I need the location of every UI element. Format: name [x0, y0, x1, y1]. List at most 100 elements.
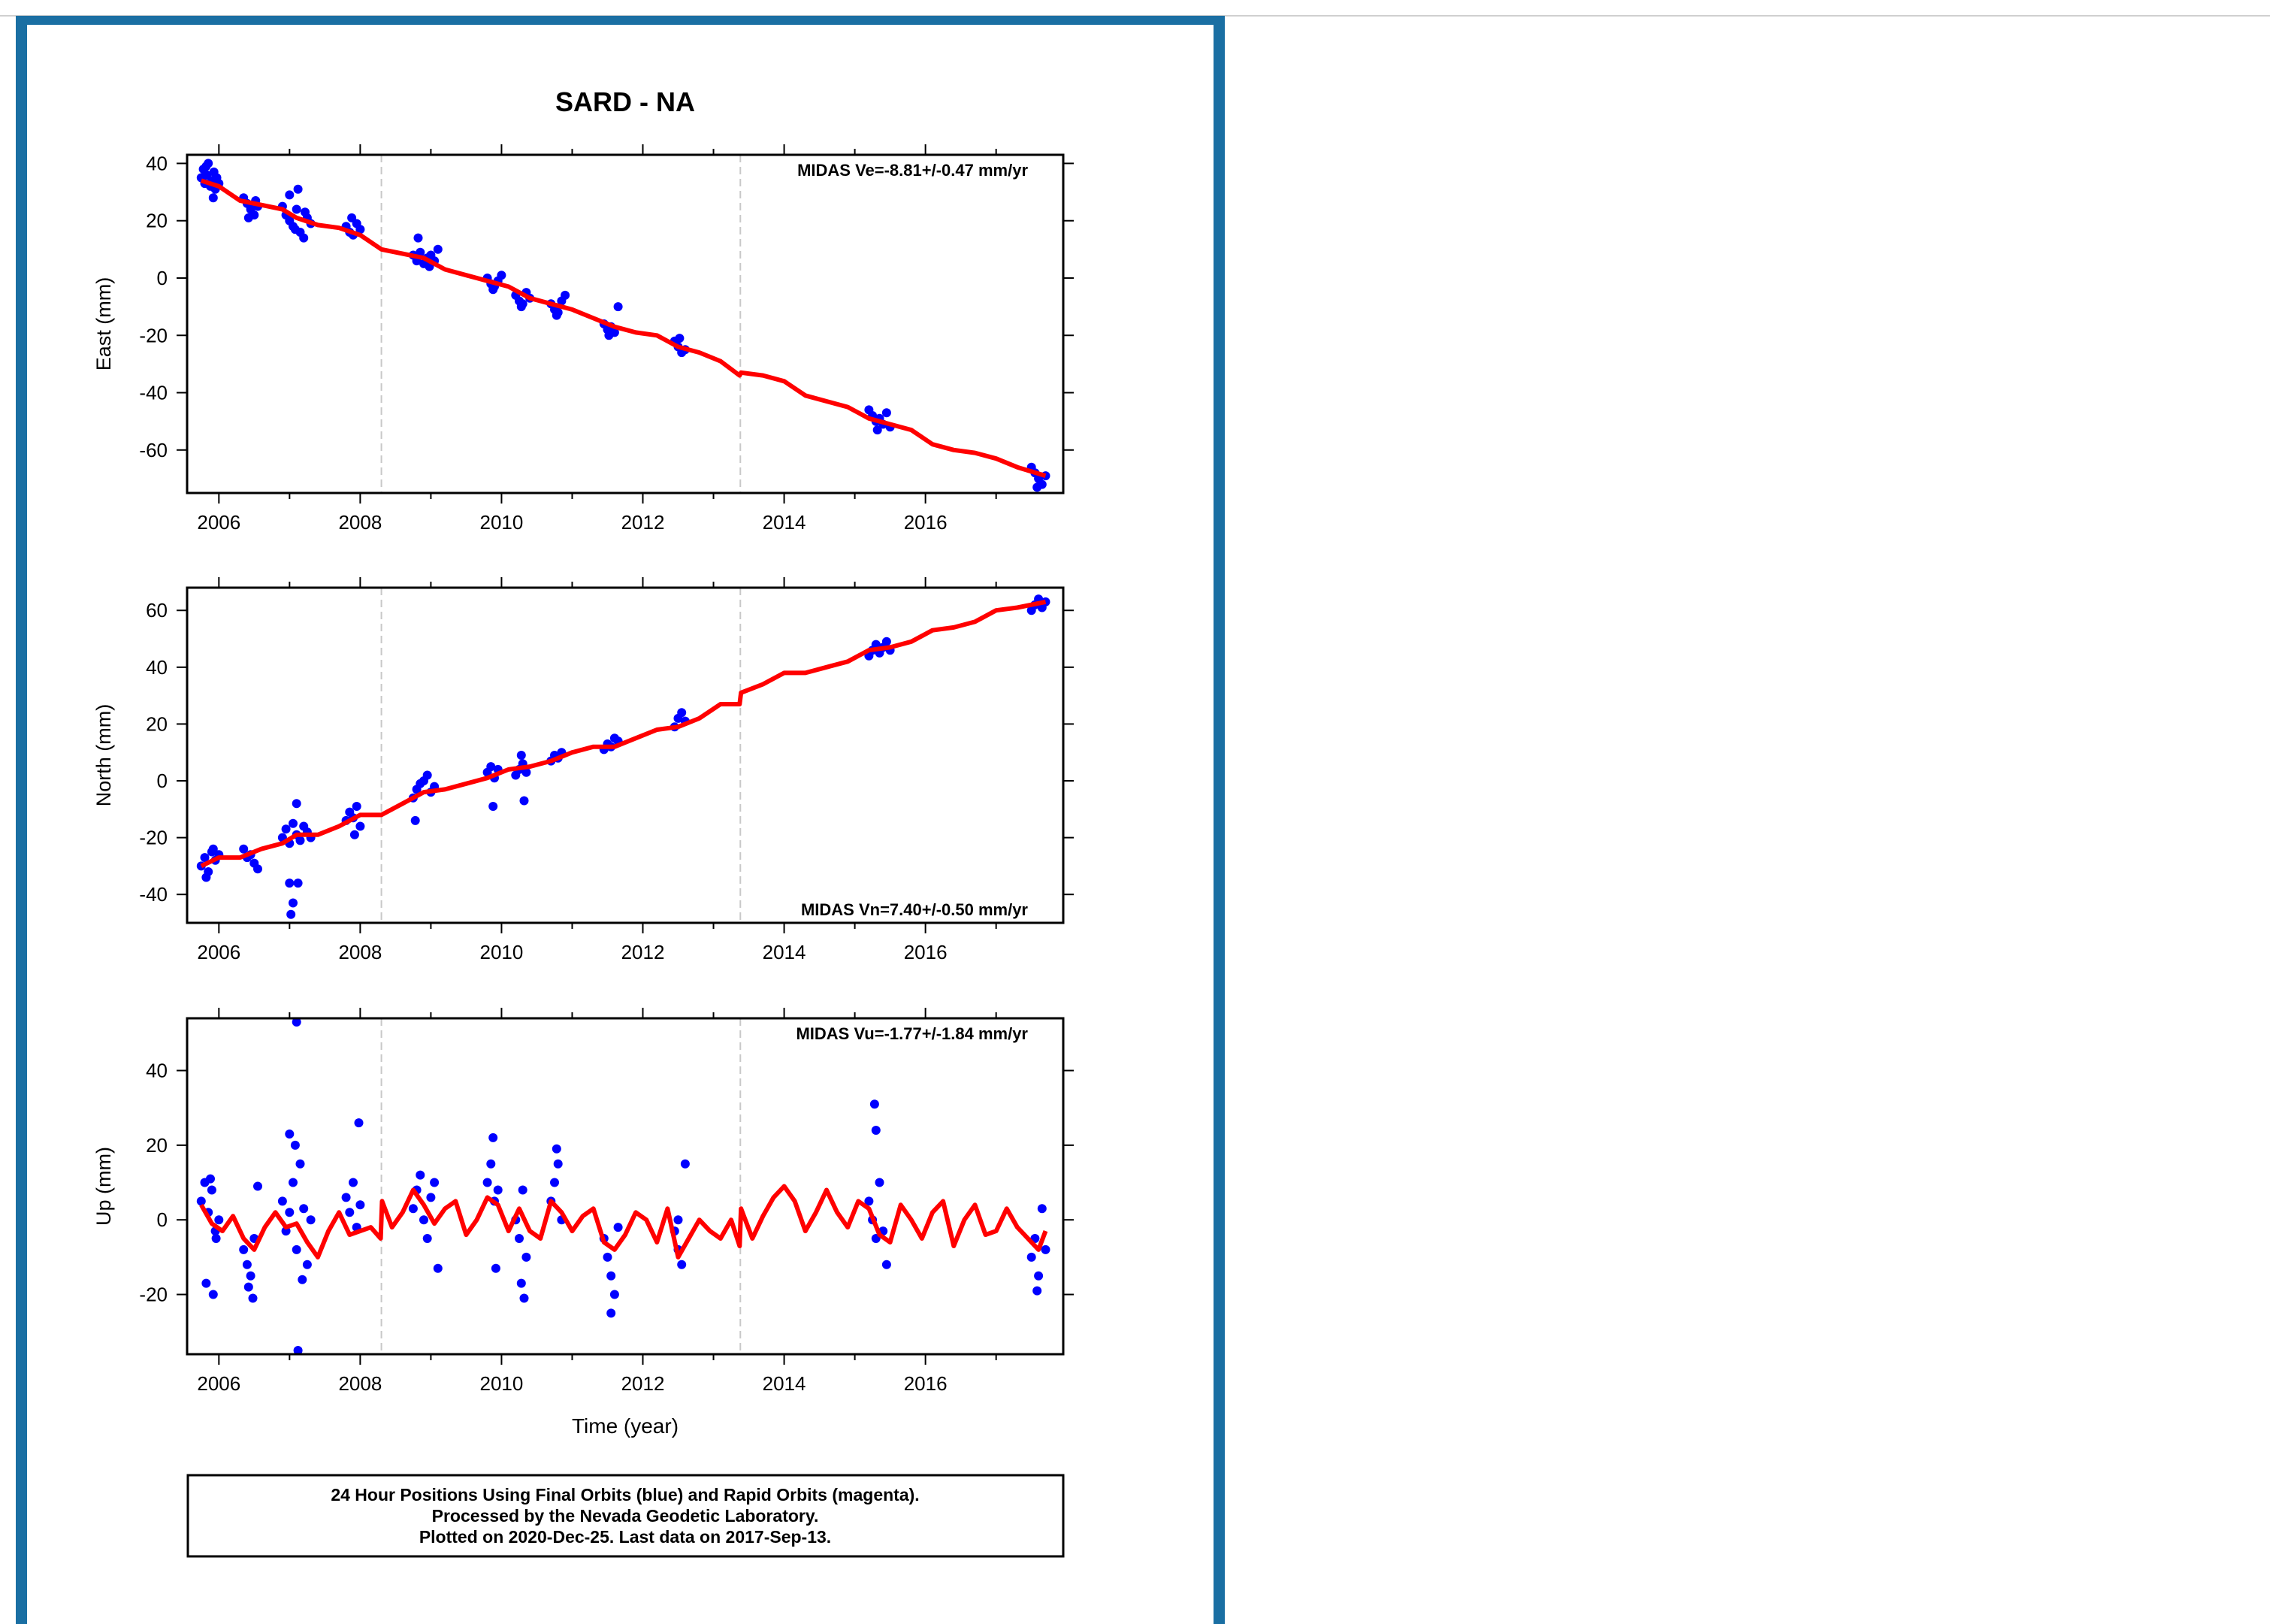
north-data-point	[201, 872, 211, 882]
north-data-point	[293, 879, 303, 888]
up-data-point	[677, 1260, 687, 1269]
north-data-point	[295, 836, 305, 845]
up-data-point	[243, 1282, 253, 1292]
north-data-point	[881, 637, 891, 646]
north-y-tick-label: -20	[139, 827, 168, 849]
up-data-point	[298, 1275, 307, 1284]
up-x-axis-label: Time (year)	[572, 1414, 679, 1438]
up-data-point	[246, 1271, 255, 1281]
up-data-point	[871, 1126, 881, 1135]
up-data-point	[289, 1178, 298, 1187]
up-data-point	[277, 1196, 287, 1206]
east-y-axis-label: East (mm)	[92, 277, 115, 371]
up-x-tick-label: 2008	[338, 1372, 382, 1395]
north-y-tick-label: 20	[146, 712, 168, 735]
up-data-point	[207, 1185, 216, 1195]
east-data-layer	[196, 159, 1050, 492]
up-data-point	[285, 1130, 295, 1139]
east-x-tick-label: 2006	[197, 511, 240, 534]
up-data-point	[433, 1263, 443, 1273]
north-model-line	[200, 599, 1047, 869]
up-data-point	[1037, 1204, 1047, 1214]
north-data-point	[521, 767, 531, 777]
up-data-point	[354, 1118, 364, 1128]
up-data-point	[253, 1181, 262, 1191]
north-y-tick-label: 0	[157, 770, 168, 792]
north-data-point	[349, 830, 359, 839]
up-data-point	[292, 1018, 301, 1027]
east-x-tick-label: 2014	[763, 511, 806, 534]
up-data-point	[518, 1185, 527, 1195]
figure-title: SARD - NA	[555, 86, 695, 117]
north-data-point	[292, 799, 301, 809]
up-data-point	[306, 1215, 316, 1225]
up-y-tick-label: 20	[146, 1134, 168, 1157]
east-data-point	[497, 271, 506, 280]
up-data-point	[486, 1159, 496, 1169]
up-data-point	[606, 1271, 616, 1281]
up-data-point	[493, 1185, 503, 1195]
east-y-tick-label: -40	[139, 382, 168, 404]
up-data-point	[349, 1178, 358, 1187]
up-data-layer	[196, 1018, 1050, 1354]
east-data-point	[301, 207, 310, 217]
east-data-point	[516, 302, 526, 312]
up-data-point	[603, 1252, 612, 1262]
north-x-tick-label: 2010	[480, 941, 524, 963]
north-data-point	[289, 898, 298, 908]
up-data-point	[1026, 1252, 1036, 1262]
up-data-point	[881, 1260, 891, 1269]
north-data-point	[488, 802, 498, 811]
up-data-point	[292, 1244, 301, 1254]
east-data-point	[201, 162, 211, 171]
east-data-point	[488, 285, 498, 295]
up-data-point	[293, 1346, 303, 1354]
east-data-point	[293, 184, 303, 194]
north-data-point	[516, 751, 526, 760]
north-y-axis-label: North (mm)	[92, 704, 115, 807]
east-midas-annotation: MIDAS Ve=-8.81+/-0.47 mm/yr	[797, 161, 1028, 180]
north-data-point	[355, 821, 365, 831]
up-data-point	[606, 1308, 616, 1318]
east-data-point	[881, 408, 891, 418]
up-data-point	[345, 1208, 355, 1217]
east-data-point	[604, 331, 614, 340]
east-data-point	[243, 213, 253, 222]
up-panel: 2006 2008 2010 2012 2014 2016 40 20 0 -20 Up (mm) M…	[92, 1008, 1074, 1438]
footer-line-3: Plotted on 2020-Dec-25. Last data on 201…	[419, 1527, 831, 1547]
footer-box: 24 Hour Positions Using Final Orbits (bl…	[186, 1474, 1065, 1558]
up-data-point	[239, 1244, 249, 1254]
up-data-point	[285, 1208, 295, 1217]
east-data-point	[347, 213, 357, 222]
up-x-tick-label: 2014	[763, 1372, 806, 1395]
east-data-point	[355, 225, 365, 234]
up-data-point	[422, 1234, 432, 1243]
north-x-tick-label: 2006	[197, 941, 240, 963]
footer-border	[186, 1474, 1065, 1558]
footer-line-1: 24 Hour Positions Using Final Orbits (bl…	[331, 1485, 919, 1505]
north-y-tick-label: -40	[139, 883, 168, 906]
up-data-point	[355, 1200, 365, 1210]
east-data-point	[290, 225, 300, 234]
east-data-point	[561, 290, 570, 300]
north-panel: 2006 2008 2010 2012 2014 2016 60 40 20 0 -20 -40 Nor…	[92, 577, 1074, 963]
up-data-point	[206, 1174, 215, 1184]
north-data-point	[289, 818, 298, 828]
up-data-point	[482, 1178, 492, 1187]
north-data-point	[208, 844, 218, 854]
up-data-point	[208, 1290, 218, 1299]
north-midas-annotation: MIDAS Vn=7.40+/-0.50 mm/yr	[801, 900, 1028, 919]
up-data-point	[1032, 1286, 1042, 1296]
up-midas-annotation: MIDAS Vu=-1.77+/-1.84 mm/yr	[796, 1024, 1028, 1043]
up-data-point	[553, 1159, 563, 1169]
up-axes-frame	[186, 1017, 1065, 1356]
up-data-point	[1041, 1244, 1050, 1254]
north-y-tick-label: 40	[146, 656, 168, 679]
up-data-point	[302, 1260, 312, 1269]
east-model-line	[200, 178, 1047, 478]
north-data-point	[285, 879, 295, 888]
east-data-point	[292, 204, 301, 214]
north-data-point	[286, 909, 296, 919]
north-x-tick-label: 2016	[904, 941, 948, 963]
up-data-point	[869, 1099, 879, 1109]
